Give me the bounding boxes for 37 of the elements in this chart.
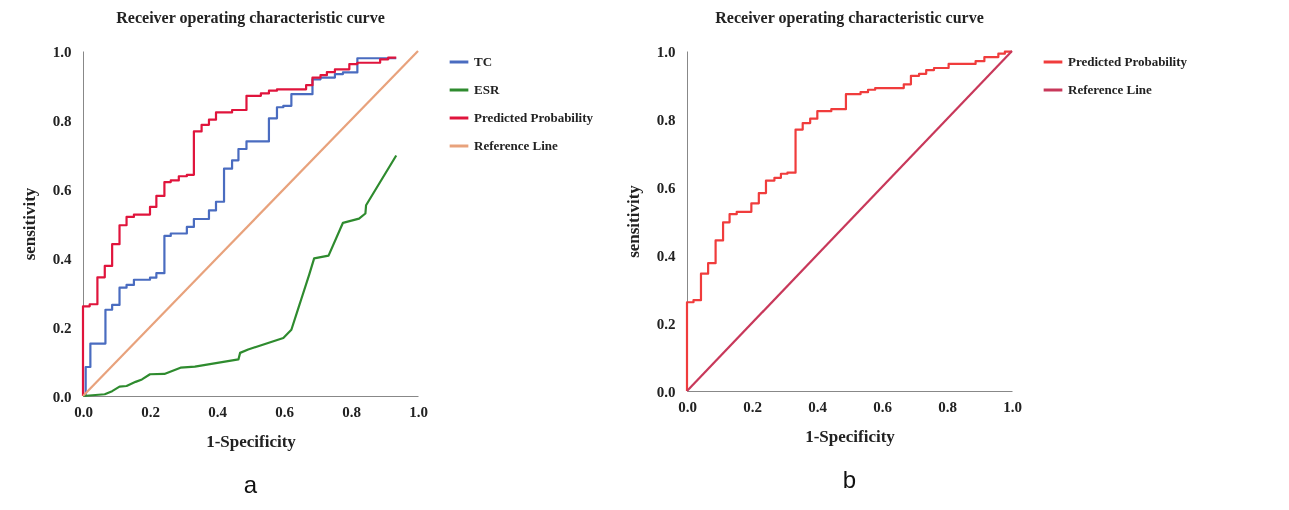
y-tick-label: 1.0 xyxy=(52,43,72,60)
y-tick-label: 0.8 xyxy=(52,112,72,129)
x-tick-label: 0.6 xyxy=(873,398,893,415)
text: a xyxy=(243,471,258,498)
legend-label: ESR xyxy=(474,82,500,97)
chart-title: Receiver operating characteristic curve xyxy=(715,9,984,27)
x-tick-label: 1.0 xyxy=(409,403,428,420)
legend-label: Reference Line xyxy=(1068,82,1153,97)
legend-label: Predicted Probability xyxy=(1068,54,1188,69)
y-tick-label: 1.0 xyxy=(656,43,676,60)
y-tick-label: 0.8 xyxy=(656,111,676,128)
x-tick-label: 0.2 xyxy=(141,403,160,420)
x-axis-title: 1-Specificity xyxy=(805,426,896,446)
x-tick-label: 0.2 xyxy=(743,398,762,415)
x-tick-label: 0.4 xyxy=(208,403,228,420)
y-axis-title: sensitivity xyxy=(19,187,39,261)
x-tick-label: 0.0 xyxy=(678,398,697,415)
x-tick-label: 1.0 xyxy=(1003,398,1022,415)
y-tick-label: 0.4 xyxy=(656,247,676,264)
x-tick-label: 0.8 xyxy=(938,398,957,415)
text: b xyxy=(842,466,857,493)
x-tick-label: 0.0 xyxy=(74,403,93,420)
y-tick-label: 0.6 xyxy=(656,179,676,196)
chart-title: Receiver operating characteristic curve xyxy=(116,9,385,27)
x-tick-label: 0.8 xyxy=(342,403,361,420)
y-tick-label: 0.2 xyxy=(656,315,676,332)
y-tick-label: 0.2 xyxy=(52,319,72,336)
y-axis-title: sensitivity xyxy=(623,184,643,258)
y-tick-label: 0.0 xyxy=(656,383,676,400)
y-tick-label: 0.6 xyxy=(52,181,72,198)
legend-label: Predicted Probability xyxy=(474,110,594,125)
legend-label: Reference Line xyxy=(474,138,559,153)
x-tick-label: 0.6 xyxy=(275,403,295,420)
legend-label: TC xyxy=(474,54,493,69)
x-axis-title: 1-Specificity xyxy=(206,431,297,451)
y-tick-label: 0.4 xyxy=(52,250,72,267)
x-tick-label: 0.4 xyxy=(808,398,828,415)
